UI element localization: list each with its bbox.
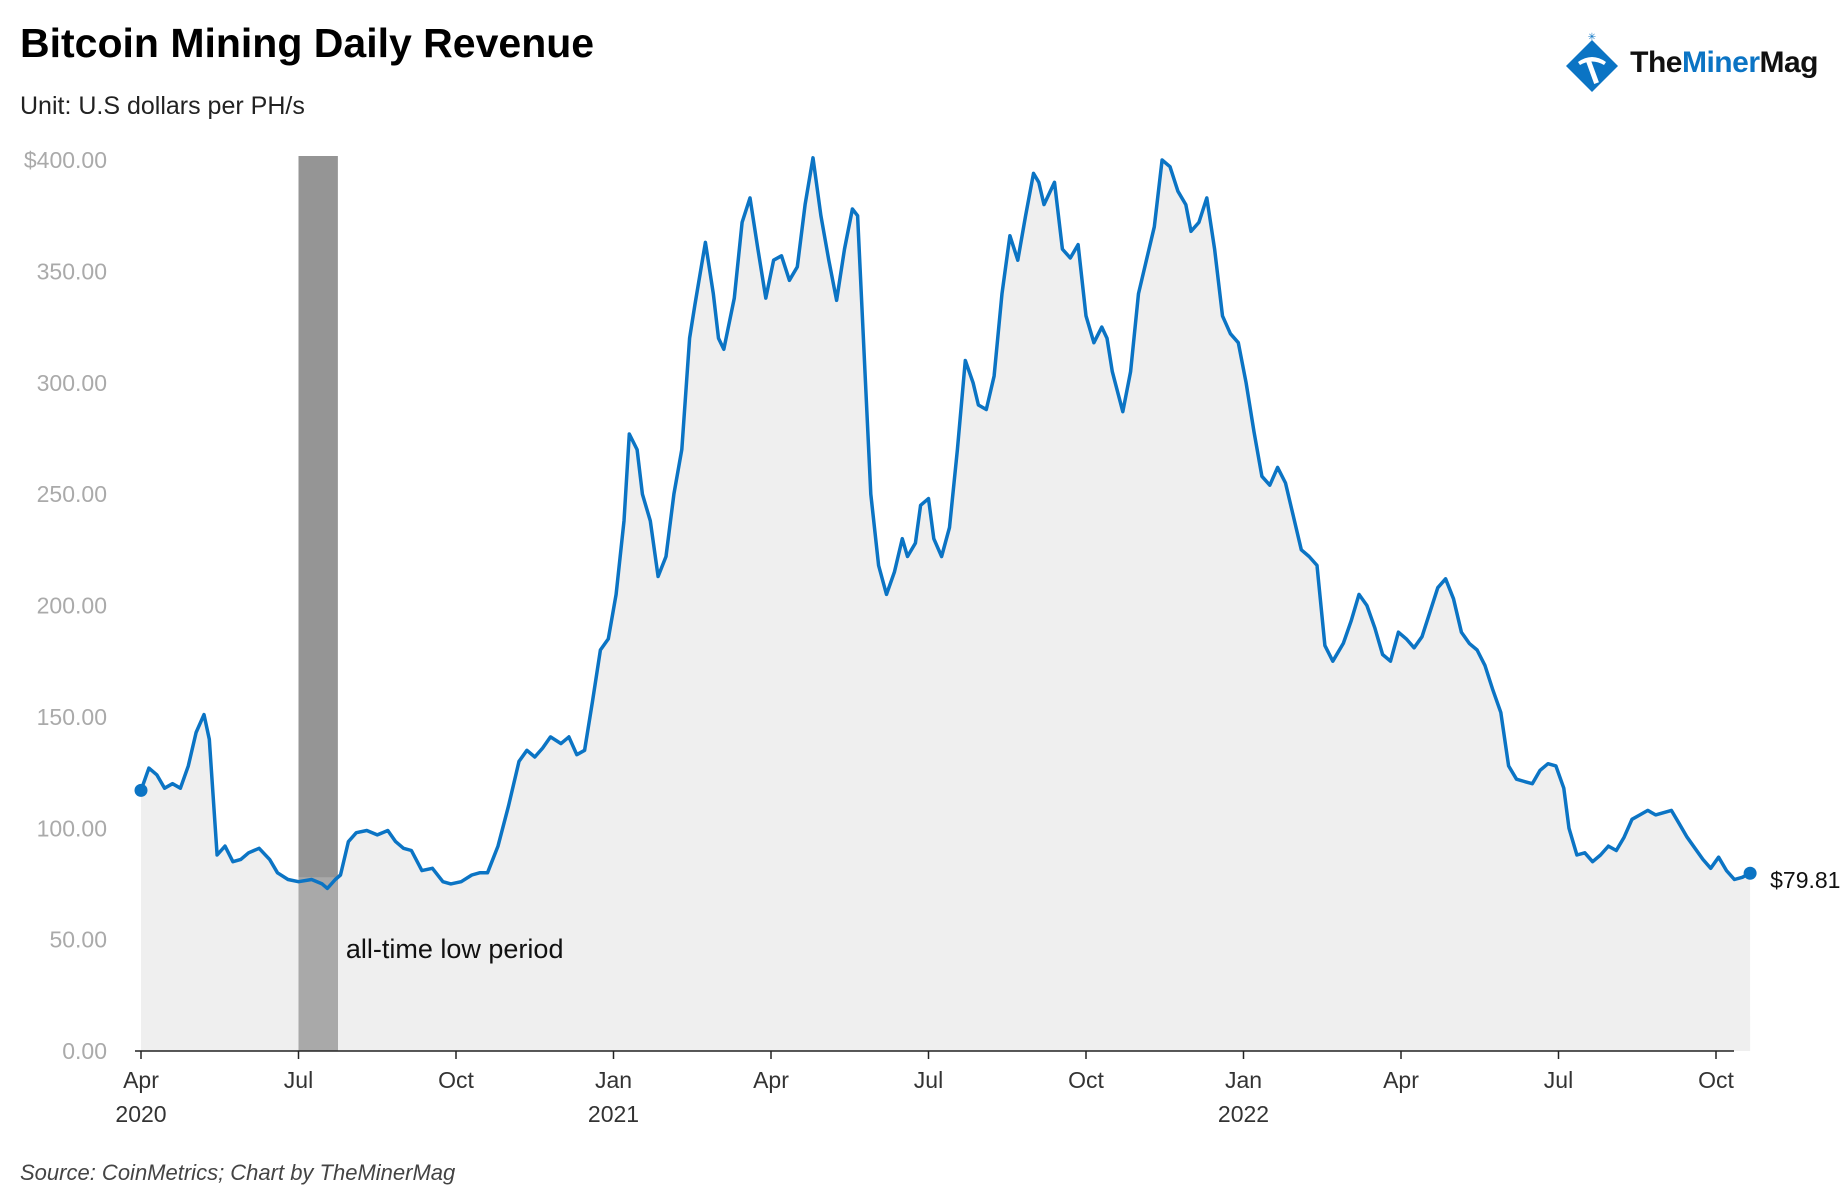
x-tick-label: Apr xyxy=(1383,1067,1419,1093)
x-tick-label: Oct xyxy=(1698,1067,1734,1093)
area-fill xyxy=(141,157,1751,1052)
y-tick-label: 300.00 xyxy=(37,370,107,396)
y-tick-label: 50.00 xyxy=(49,927,107,953)
x-tick-year: 2020 xyxy=(115,1101,166,1127)
y-tick-label: 350.00 xyxy=(37,258,107,284)
shade-annotation: all-time low period xyxy=(346,934,564,964)
x-tick-label: Oct xyxy=(1068,1067,1104,1093)
source-note: Source: CoinMetrics; Chart by TheMinerMa… xyxy=(20,1160,456,1185)
end-value-label: $79.81 xyxy=(1770,867,1840,893)
x-tick-label: Jul xyxy=(1544,1067,1573,1093)
y-tick-label: 250.00 xyxy=(37,481,107,507)
y-tick-label: 100.00 xyxy=(37,815,107,841)
brand-logo: ✳ TheMinerMag xyxy=(1564,28,1818,98)
start-point-marker xyxy=(134,783,148,797)
x-tick-label: Jul xyxy=(914,1067,943,1093)
revenue-line xyxy=(139,156,1751,891)
x-tick-label: Jul xyxy=(284,1067,313,1093)
x-tick-label: Apr xyxy=(123,1067,159,1093)
y-tick-label: 0.00 xyxy=(62,1038,107,1064)
end-point-marker xyxy=(1743,866,1757,880)
x-tick-label: Jan xyxy=(1225,1067,1262,1093)
x-tick-label: Apr xyxy=(753,1067,789,1093)
x-tick-label: Oct xyxy=(438,1067,474,1093)
svg-text:✳: ✳ xyxy=(1588,32,1596,43)
pickaxe-logo-icon: ✳ xyxy=(1566,32,1619,92)
all-time-low-shade-lower xyxy=(298,877,338,1051)
x-tick-year: 2021 xyxy=(588,1101,639,1127)
x-tick-year: 2022 xyxy=(1218,1101,1269,1127)
chart-subtitle: Unit: U.S dollars per PH/s xyxy=(20,92,305,120)
x-tick-label: Jan xyxy=(595,1067,632,1093)
chart-title: Bitcoin Mining Daily Revenue xyxy=(20,20,595,66)
y-tick-label: 200.00 xyxy=(37,593,107,619)
brand-name: TheMinerMag xyxy=(1630,46,1818,79)
y-tick-label: $400.00 xyxy=(24,147,107,173)
y-tick-label: 150.00 xyxy=(37,704,107,730)
